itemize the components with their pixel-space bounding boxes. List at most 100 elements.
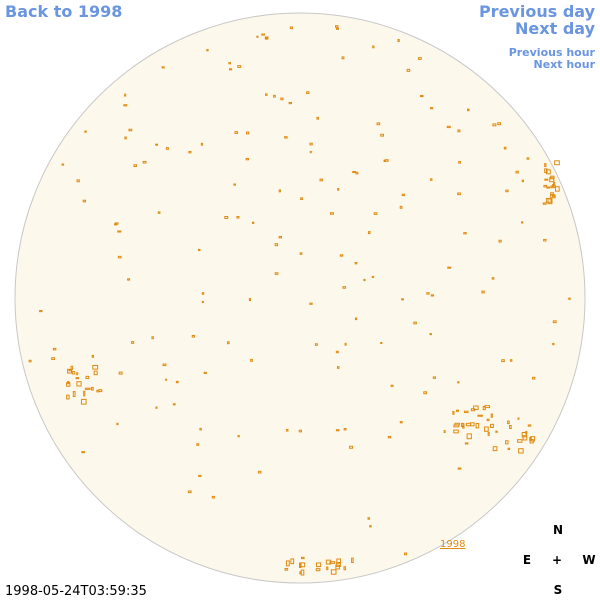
contour xyxy=(482,406,486,411)
contour xyxy=(206,49,209,52)
contour xyxy=(447,266,452,269)
next-hour-link[interactable]: Next hour xyxy=(534,58,596,71)
contour xyxy=(118,371,123,375)
previous-hour-link[interactable]: Previous hour xyxy=(509,46,596,59)
contour xyxy=(157,211,161,214)
contour xyxy=(124,136,127,140)
contour xyxy=(545,169,551,175)
back-link[interactable]: Back to 1998 xyxy=(5,2,122,21)
contour xyxy=(549,177,555,183)
contour xyxy=(201,300,204,303)
contour xyxy=(91,386,94,391)
contour xyxy=(529,438,534,444)
contour xyxy=(187,490,192,494)
contour xyxy=(367,517,371,520)
contour xyxy=(274,272,279,275)
contour xyxy=(188,151,192,154)
solar-disk xyxy=(14,12,586,584)
contour xyxy=(352,171,357,174)
contour xyxy=(492,446,498,452)
contour xyxy=(401,193,406,197)
magnetic-features xyxy=(28,25,571,576)
contour xyxy=(491,277,495,280)
contour xyxy=(300,556,305,560)
contour xyxy=(501,359,505,363)
contour xyxy=(387,435,392,439)
contour xyxy=(336,561,341,567)
contour xyxy=(390,384,394,387)
contour xyxy=(341,56,345,60)
contour xyxy=(380,342,383,345)
contour xyxy=(280,97,284,101)
contour xyxy=(91,354,94,358)
previous-day-link[interactable]: Previous day xyxy=(479,2,596,21)
contour xyxy=(518,448,524,454)
next-day-link[interactable]: Next day xyxy=(515,19,596,38)
contour xyxy=(460,422,465,427)
contour xyxy=(92,364,99,370)
contour xyxy=(372,45,375,49)
contour xyxy=(175,380,179,384)
contour xyxy=(355,317,358,321)
contour xyxy=(330,569,337,575)
contour xyxy=(498,239,502,243)
contour xyxy=(274,243,279,247)
contour xyxy=(198,474,202,478)
contour xyxy=(298,429,302,433)
contour xyxy=(155,143,159,146)
contour xyxy=(300,569,305,576)
contour xyxy=(61,163,65,166)
contour xyxy=(399,205,403,209)
contour xyxy=(250,358,253,362)
contour xyxy=(284,136,288,139)
contour xyxy=(133,164,137,168)
contour xyxy=(403,552,408,556)
contour xyxy=(465,422,472,427)
contour xyxy=(76,372,79,376)
contour xyxy=(309,302,313,305)
contour xyxy=(98,389,103,393)
contour xyxy=(526,157,530,160)
contour xyxy=(486,418,490,422)
contour xyxy=(429,333,432,336)
contour xyxy=(457,381,460,384)
contour xyxy=(299,562,306,568)
contour xyxy=(553,181,556,187)
contour xyxy=(84,130,87,133)
contour xyxy=(452,410,455,415)
contour xyxy=(299,252,303,255)
contour xyxy=(236,216,240,219)
contour xyxy=(467,108,470,112)
contour xyxy=(335,429,340,432)
contour xyxy=(290,558,295,565)
contour xyxy=(336,27,339,30)
contour xyxy=(455,409,459,412)
contour xyxy=(544,178,549,181)
contour xyxy=(505,440,509,445)
contour xyxy=(544,163,547,168)
contour xyxy=(490,423,494,428)
contour xyxy=(546,186,551,189)
contour xyxy=(335,564,340,570)
contour xyxy=(237,434,240,438)
contour xyxy=(76,179,80,183)
contour xyxy=(492,123,497,127)
contour xyxy=(314,343,318,346)
contour xyxy=(521,179,525,183)
contour xyxy=(454,422,460,426)
contour xyxy=(273,94,276,98)
contour xyxy=(75,377,80,380)
year-link[interactable]: 1998 xyxy=(440,539,465,550)
contour xyxy=(552,320,557,324)
contour xyxy=(552,342,555,346)
contour xyxy=(337,187,340,191)
contour xyxy=(545,197,552,203)
contour xyxy=(76,381,82,387)
contour xyxy=(52,347,57,351)
contour xyxy=(543,184,548,188)
contour xyxy=(248,298,252,301)
contour xyxy=(477,414,483,417)
contour xyxy=(527,424,532,427)
contour xyxy=(70,365,74,370)
contour xyxy=(517,439,523,443)
